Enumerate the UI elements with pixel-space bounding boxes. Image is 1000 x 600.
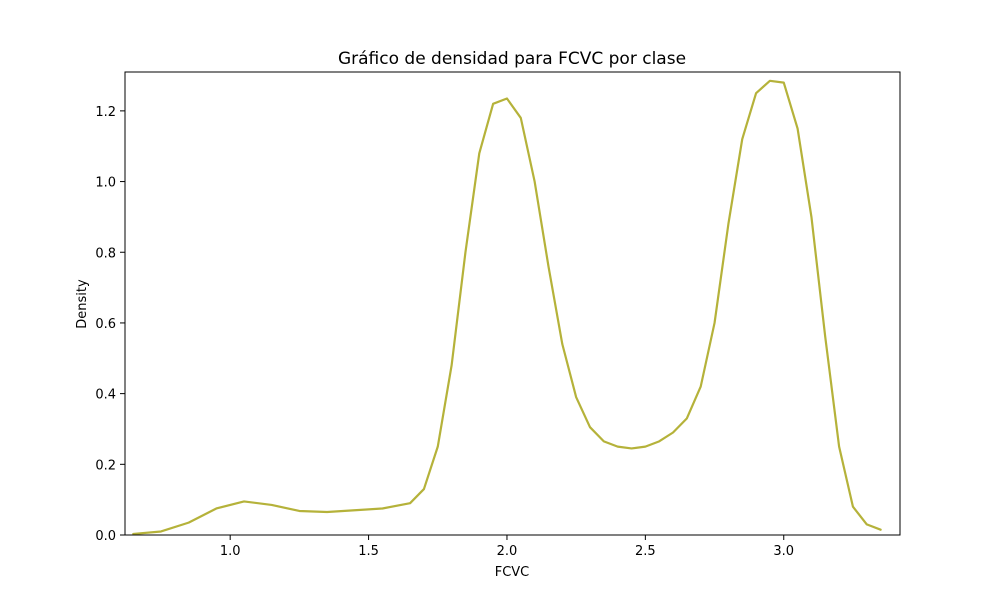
- y-tick-label: 0.2: [95, 458, 116, 473]
- y-tick-label: 0.6: [95, 317, 116, 332]
- x-axis: 1.0 1.5 2.0 2.5 3.0: [220, 535, 794, 559]
- chart-title: Gráfico de densidad para FCVC por clase: [338, 49, 686, 69]
- y-tick-label: 1.0: [95, 176, 116, 191]
- density-line-0: [132, 79, 882, 536]
- plot-area: [124, 71, 901, 536]
- y-axis: 0.0 0.2 0.4 0.6 0.8 1.0 1.2: [95, 105, 125, 544]
- plot-frame: [124, 71, 901, 536]
- x-tick-label: 1.0: [220, 544, 241, 559]
- x-tick-label: 2.0: [497, 544, 518, 559]
- y-tick-label: 1.2: [95, 105, 116, 120]
- x-tick-label: 1.5: [358, 544, 379, 559]
- x-tick-label: 3.0: [773, 544, 794, 559]
- x-tick-label: 2.5: [635, 544, 656, 559]
- y-tick-label: 0.8: [95, 246, 116, 261]
- y-tick-label: 0.0: [95, 529, 116, 544]
- y-tick-label: 0.4: [95, 388, 116, 403]
- y-axis-label: Density: [75, 279, 90, 329]
- x-axis-label: FCVC: [495, 565, 530, 580]
